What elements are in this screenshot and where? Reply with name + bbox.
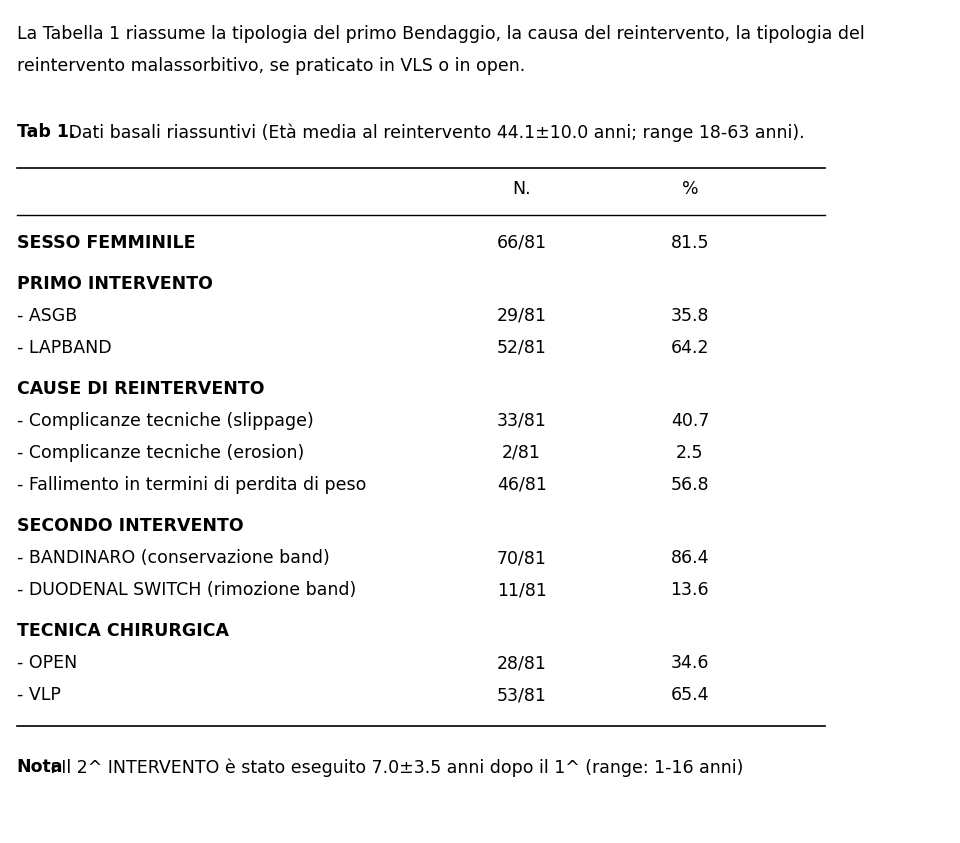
Text: La Tabella 1 riassume la tipologia del primo Bendaggio, la causa del reintervent: La Tabella 1 riassume la tipologia del p… (17, 25, 865, 43)
Text: 70/81: 70/81 (496, 549, 546, 567)
Text: 52/81: 52/81 (496, 339, 546, 357)
Text: TECNICA CHIRURGICA: TECNICA CHIRURGICA (17, 622, 228, 641)
Text: Nota: Nota (17, 758, 63, 776)
Text: 64.2: 64.2 (671, 339, 709, 357)
Text: 40.7: 40.7 (671, 412, 709, 430)
Text: 56.8: 56.8 (671, 476, 709, 494)
Text: - VLP: - VLP (17, 686, 60, 705)
Text: Dati basali riassuntivi (Età media al reintervento 44.1±10.0 anni; range 18-63 a: Dati basali riassuntivi (Età media al re… (63, 123, 804, 142)
Text: 28/81: 28/81 (496, 654, 546, 673)
Text: reintervento malassorbitivo, se praticato in VLS o in open.: reintervento malassorbitivo, se praticat… (17, 57, 525, 75)
Text: - ASGB: - ASGB (17, 307, 77, 325)
Text: %: % (682, 180, 698, 198)
Text: 65.4: 65.4 (671, 686, 709, 705)
Text: 34.6: 34.6 (671, 654, 709, 673)
Text: SESSO FEMMINILE: SESSO FEMMINILE (17, 234, 195, 251)
Text: - LAPBAND: - LAPBAND (17, 339, 111, 357)
Text: - DUODENAL SWITCH (rimozione band): - DUODENAL SWITCH (rimozione band) (17, 581, 356, 599)
Text: 2.5: 2.5 (676, 444, 704, 462)
Text: - Fallimento in termini di perdita di peso: - Fallimento in termini di perdita di pe… (17, 476, 366, 494)
Text: - OPEN: - OPEN (17, 654, 77, 673)
Text: 46/81: 46/81 (496, 476, 546, 494)
Text: 29/81: 29/81 (496, 307, 546, 325)
Text: Tab 1.: Tab 1. (17, 123, 75, 141)
Text: 53/81: 53/81 (496, 686, 546, 705)
Text: 81.5: 81.5 (671, 234, 709, 251)
Text: 13.6: 13.6 (671, 581, 709, 599)
Text: : Il 2^ INTERVENTO è stato eseguito 7.0±3.5 anni dopo il 1^ (range: 1-16 anni): : Il 2^ INTERVENTO è stato eseguito 7.0±… (51, 758, 744, 776)
Text: - Complicanze tecniche (slippage): - Complicanze tecniche (slippage) (17, 412, 314, 430)
Text: N.: N. (513, 180, 531, 198)
Text: PRIMO INTERVENTO: PRIMO INTERVENTO (17, 275, 213, 293)
Text: - Complicanze tecniche (erosion): - Complicanze tecniche (erosion) (17, 444, 304, 462)
Text: 66/81: 66/81 (496, 234, 546, 251)
Text: 86.4: 86.4 (671, 549, 709, 567)
Text: 33/81: 33/81 (496, 412, 546, 430)
Text: 11/81: 11/81 (496, 581, 546, 599)
Text: - BANDINARO (conservazione band): - BANDINARO (conservazione band) (17, 549, 329, 567)
Text: 2/81: 2/81 (502, 444, 541, 462)
Text: 35.8: 35.8 (671, 307, 709, 325)
Text: CAUSE DI REINTERVENTO: CAUSE DI REINTERVENTO (17, 380, 264, 398)
Text: SECONDO INTERVENTO: SECONDO INTERVENTO (17, 517, 244, 535)
